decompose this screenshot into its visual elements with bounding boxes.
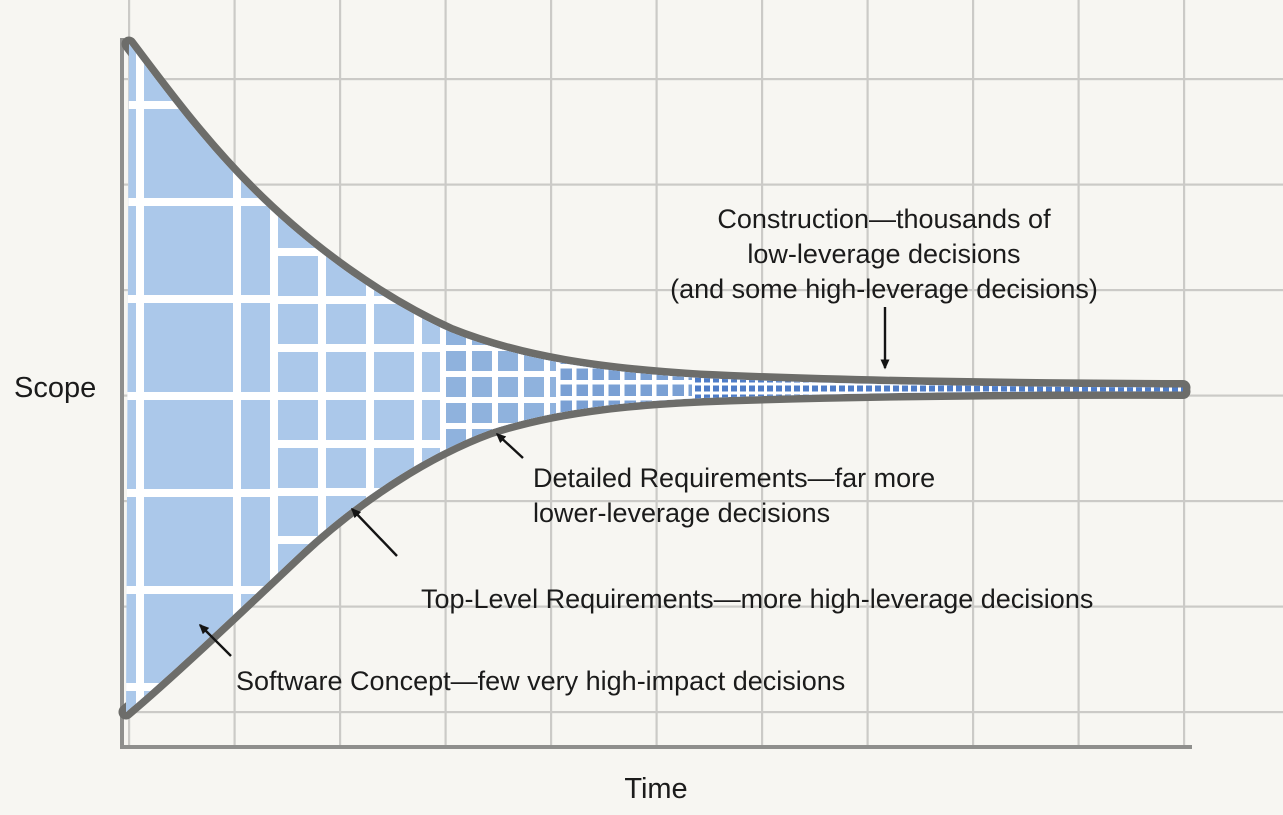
detailed-requirements-arrow xyxy=(495,432,524,459)
top-level-requirements-arrow xyxy=(350,507,398,557)
software-concept-label: Software Concept—few very high-impact de… xyxy=(236,666,845,696)
construction-label-line2: low-leverage decisions xyxy=(747,239,1020,269)
x-axis-label: Time xyxy=(624,773,687,805)
annotation-arrows xyxy=(198,307,890,657)
y-axis-label: Scope xyxy=(14,372,96,404)
detailed-requirements-label-line1: Detailed Requirements—far more xyxy=(533,463,935,493)
detailed-requirements-label-line2: lower-leverage decisions xyxy=(533,498,830,528)
top-level-requirements-label: Top-Level Requirements—more high-leverag… xyxy=(421,584,1093,614)
software-concept-arrow xyxy=(198,623,232,657)
annotation-labels: Construction—thousands of low-leverage d… xyxy=(236,204,1098,696)
funnel-top-edge xyxy=(121,36,1191,395)
construction-label-line1: Construction—thousands of xyxy=(717,204,1051,234)
construction-label-line3: (and some high-leverage decisions) xyxy=(670,274,1098,304)
